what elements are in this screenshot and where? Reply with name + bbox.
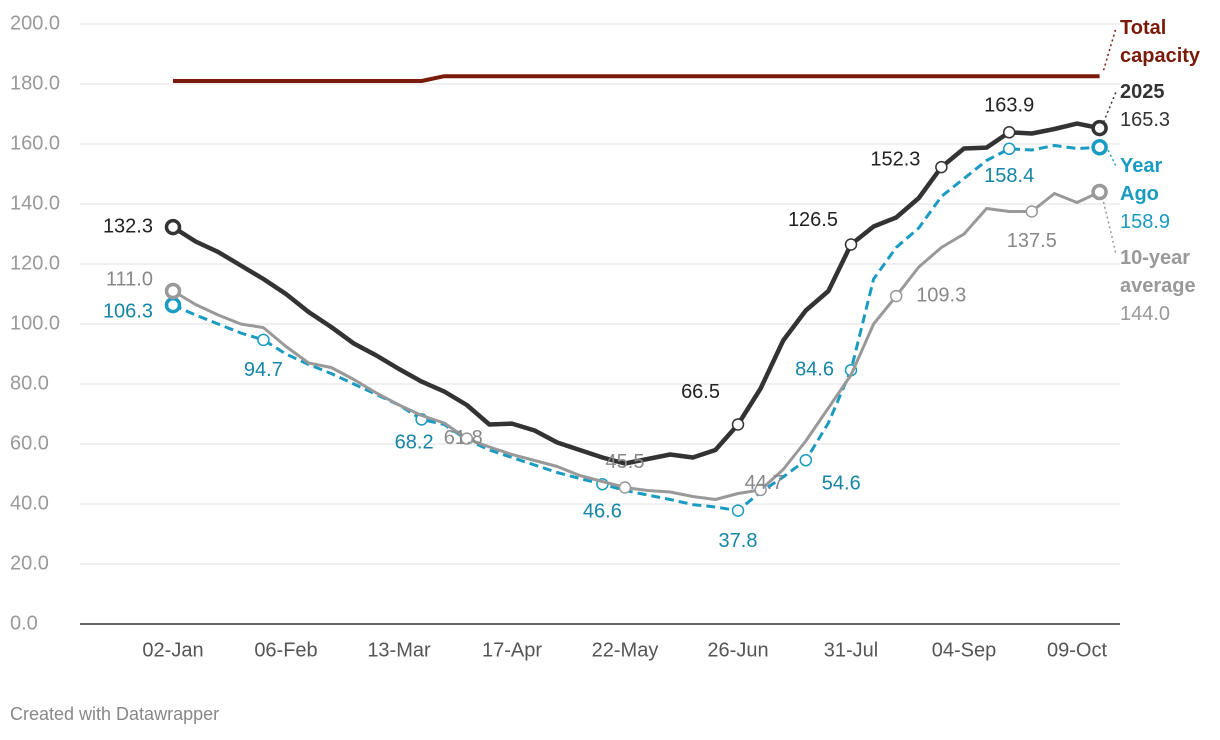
x-tick-label: 22-May	[592, 639, 659, 661]
data-label: 106.3	[103, 300, 153, 322]
x-tick-label: 17-Apr	[482, 639, 542, 661]
end-value: 144.0	[1120, 303, 1171, 325]
x-tick-label: 02-Jan	[142, 639, 203, 661]
data-label: 152.3	[870, 148, 920, 170]
point-marker	[1002, 126, 1016, 139]
point-marker	[1091, 119, 1108, 137]
leader-line	[1102, 91, 1117, 123]
point-marker	[164, 282, 182, 300]
data-label: 158.4	[984, 165, 1034, 187]
y-tick-label: 140.0	[10, 192, 60, 214]
point-marker	[618, 481, 632, 494]
y-tick-label: 100.0	[10, 312, 60, 334]
data-label: 132.3	[103, 215, 153, 237]
data-label: 137.5	[1007, 230, 1057, 252]
point-marker	[889, 289, 903, 303]
y-tick-label: 160.0	[10, 132, 60, 154]
point-marker	[1002, 142, 1016, 156]
series-name: 10-year average	[1120, 247, 1196, 297]
leader-line	[1102, 27, 1117, 71]
data-label: 44.7	[745, 472, 784, 494]
x-tick-label: 06-Feb	[254, 639, 317, 661]
series-line	[172, 144, 1100, 513]
data-label: 163.9	[984, 95, 1034, 117]
data-label: 111.0	[106, 268, 153, 290]
end-value: 158.9	[1120, 211, 1171, 233]
data-label: 66.5	[681, 381, 720, 403]
series-name: Year Ago	[1120, 155, 1163, 205]
end-label: 2025 165.3	[1120, 78, 1170, 134]
point-marker	[257, 333, 270, 347]
x-tick-label: 31-Jul	[824, 639, 878, 661]
y-tick-label: 80.0	[10, 372, 49, 394]
point-marker	[1025, 205, 1039, 218]
point-marker	[935, 160, 948, 174]
series-name: 2025	[1120, 81, 1165, 103]
data-label: 84.6	[795, 358, 834, 380]
footer: Created with Datawrapper	[10, 704, 220, 724]
end-label: 10-year average 144.0	[1120, 244, 1196, 328]
x-tick-label: 13-Mar	[367, 639, 431, 661]
point-marker	[754, 483, 767, 497]
series-line	[172, 190, 1101, 501]
y-tick-label: 60.0	[10, 432, 49, 454]
end-label: Total capacity	[1120, 14, 1200, 70]
point-marker	[844, 238, 858, 251]
data-label: 46.6	[583, 500, 622, 522]
leader-line	[1102, 201, 1117, 255]
point-marker	[164, 296, 182, 314]
end-label: Year Ago 158.9	[1120, 152, 1170, 236]
x-tick-label: 09-Oct	[1047, 639, 1107, 661]
x-tick-label: 04-Sep	[932, 639, 997, 661]
series-name: Total capacity	[1120, 17, 1201, 67]
series-line	[173, 74, 1100, 83]
y-tick-label: 20.0	[10, 552, 49, 574]
data-label: 37.8	[719, 530, 758, 552]
x-tick-label: 26-Jun	[707, 639, 768, 661]
y-tick-label: 180.0	[10, 72, 60, 94]
data-label: 54.6	[822, 472, 861, 494]
point-marker	[731, 504, 745, 517]
point-marker	[799, 453, 813, 467]
y-tick-label: 120.0	[10, 252, 60, 274]
y-tick-label: 40.0	[10, 492, 49, 514]
point-marker	[1091, 183, 1108, 201]
y-tick-label: 200.0	[10, 12, 60, 34]
y-tick-label: 0.0	[10, 612, 38, 634]
data-label: 126.5	[788, 209, 838, 231]
point-marker	[460, 432, 474, 445]
data-label: 68.2	[395, 432, 434, 454]
data-label: 94.7	[244, 359, 283, 381]
point-marker	[731, 418, 745, 431]
data-label: 61.8	[444, 427, 483, 449]
data-label: 45.5	[606, 451, 645, 473]
end-value: 165.3	[1120, 109, 1171, 131]
point-marker	[164, 218, 182, 236]
data-label: 109.3	[916, 284, 966, 306]
